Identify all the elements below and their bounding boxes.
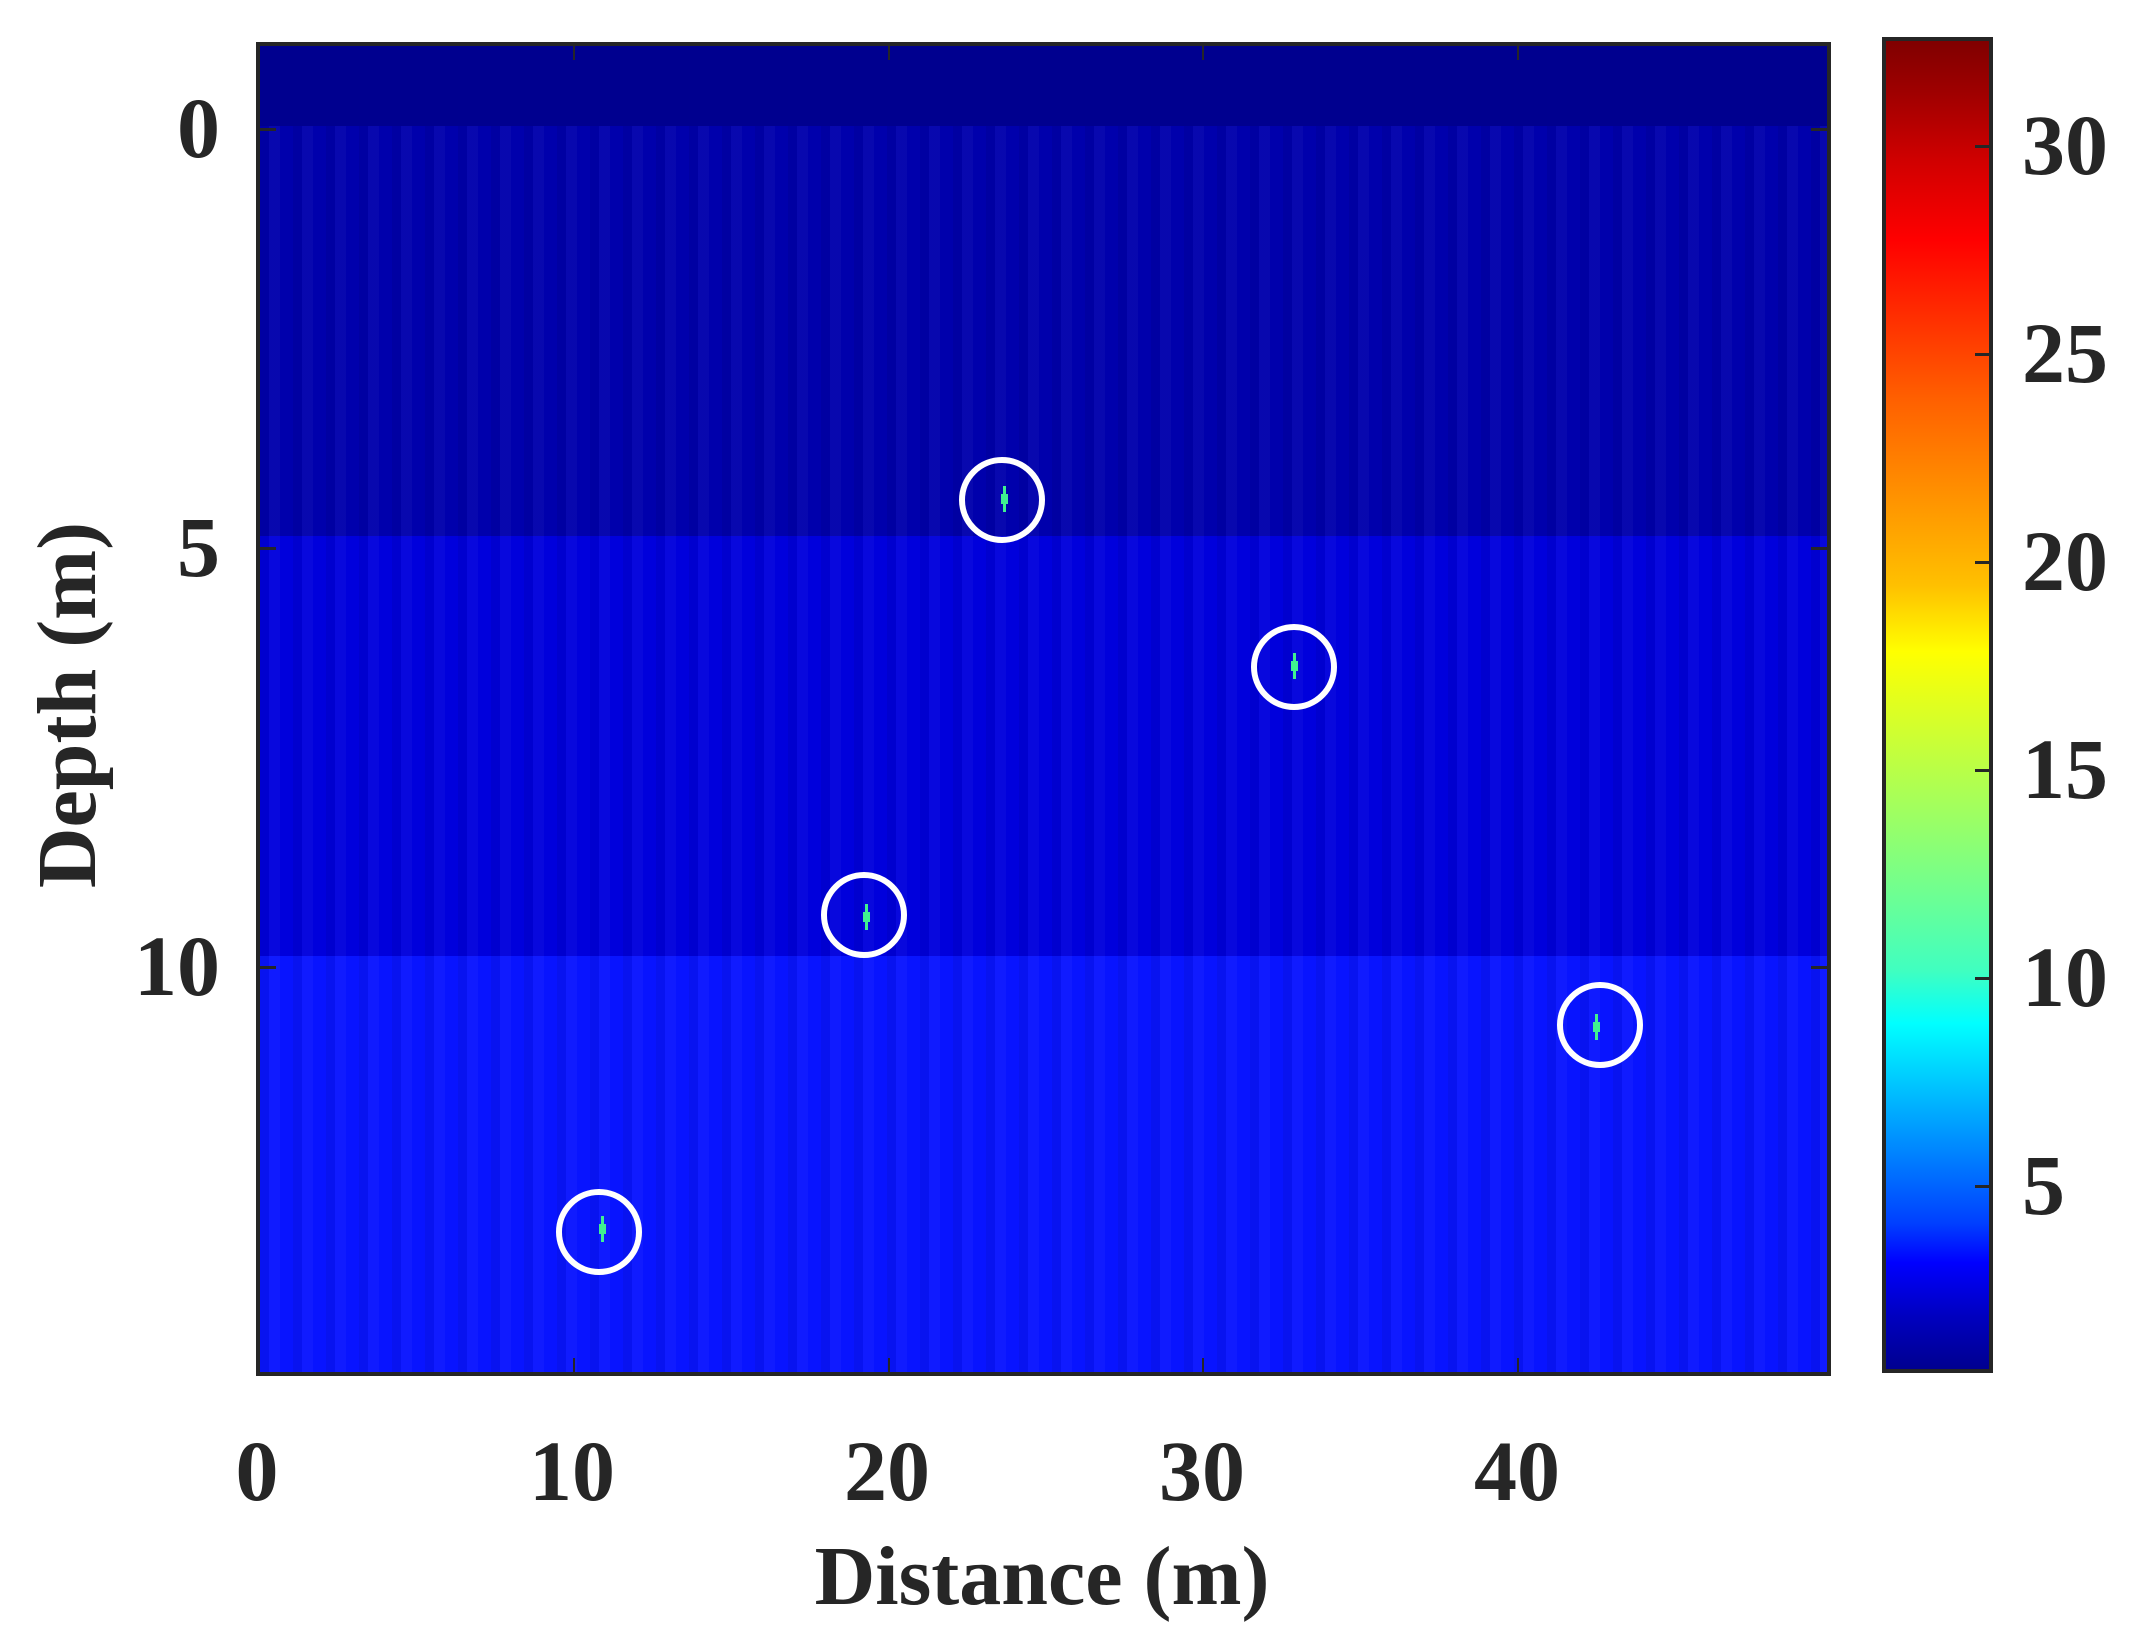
target-circle-5 [556,1189,642,1275]
left-tick-0 [260,128,276,131]
top-tick-40 [1517,46,1519,60]
colorbar-label-20: 20 [2022,513,2108,609]
colorbar-tick-30 [1975,145,1989,148]
bottom-tick-30 [1202,1358,1204,1372]
right-tick-10 [1811,966,1827,969]
x-tick-label-20: 20 [844,1423,930,1519]
colorbar-label-30: 30 [2022,97,2108,193]
target-marker-2 [1291,653,1298,679]
y-axis-title: Depth (m) [21,521,114,889]
colorbar-label-15: 15 [2022,721,2108,817]
layer-air [260,46,1827,126]
colorbar-label-5: 5 [2022,1137,2065,1233]
target-marker-1 [1001,486,1008,512]
top-tick-30 [1202,46,1204,60]
colorbar-tick-20 [1975,561,1989,564]
bottom-tick-20 [888,1358,890,1372]
y-tick-label-10: 10 [134,918,220,1014]
target-circle-1 [959,457,1045,543]
colorbar-label-10: 10 [2022,929,2108,1025]
colorbar [1882,37,1993,1373]
bottom-tick-10 [573,1358,575,1372]
y-tick-label-0: 0 [177,80,220,176]
layer-1 [260,126,1827,536]
right-tick-0 [1811,128,1827,131]
colorbar-tick-25 [1975,353,1989,356]
bottom-tick-40 [1517,1358,1519,1372]
x-tick-label-0: 0 [235,1423,279,1519]
target-circle-3 [821,872,907,958]
x-tick-label-30: 30 [1159,1423,1245,1519]
x-tick-label-40: 40 [1474,1423,1560,1519]
y-tick-label-5: 5 [177,499,220,595]
colorbar-tick-5 [1975,1185,1989,1188]
target-circle-4 [1557,982,1643,1068]
target-marker-4 [1593,1014,1600,1040]
top-tick-10 [573,46,575,60]
layer-2 [260,536,1827,956]
x-tick-label-10: 10 [529,1423,615,1519]
target-marker-3 [863,904,870,930]
target-marker-5 [599,1216,606,1242]
colorbar-tick-15 [1975,769,1989,772]
left-tick-10 [260,966,276,969]
top-tick-20 [888,46,890,60]
target-circle-2 [1251,624,1337,710]
right-tick-5 [1811,547,1827,550]
left-tick-5 [260,547,276,550]
heatmap-plot-area [256,42,1831,1376]
colorbar-tick-10 [1975,977,1989,980]
x-axis-title: Distance (m) [814,1530,1270,1623]
colorbar-label-25: 25 [2022,305,2108,401]
